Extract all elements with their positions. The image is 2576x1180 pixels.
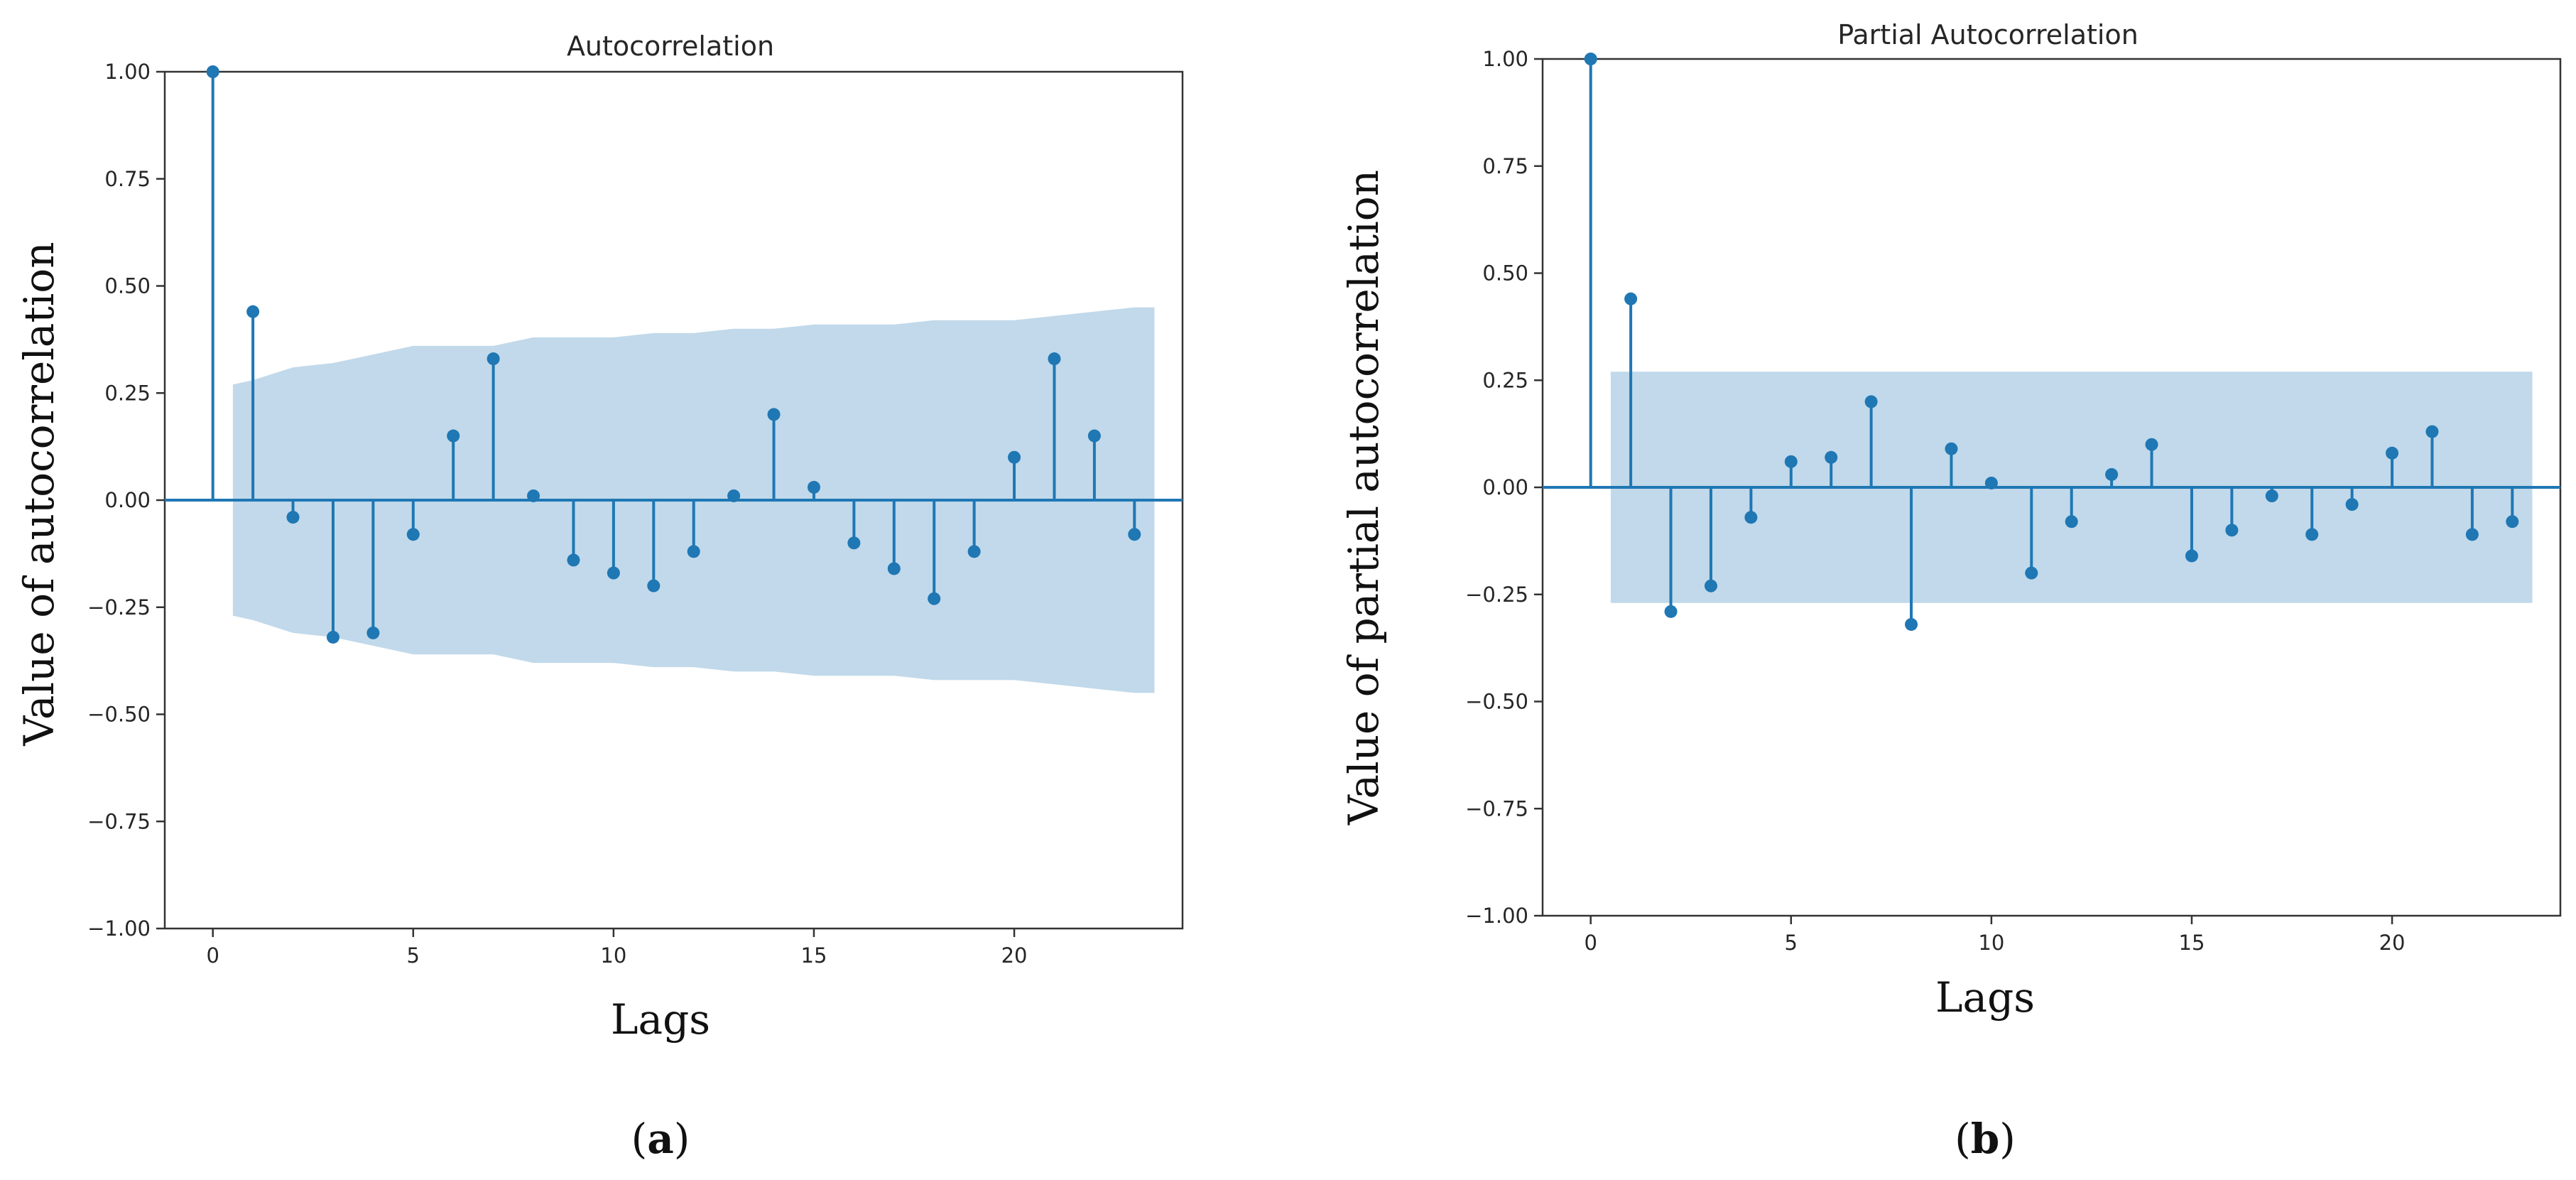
acf-marker-lag-13 xyxy=(727,489,741,502)
acf-marker-lag-2 xyxy=(286,511,300,524)
acf-marker-lag-1 xyxy=(246,305,260,318)
pacf-y-tick-label: 0.50 xyxy=(1482,261,1528,286)
acf-panel-letter: a xyxy=(647,1115,674,1163)
acf-marker-lag-20 xyxy=(1008,450,1021,464)
acf-marker-lag-18 xyxy=(928,592,941,605)
acf-x-tick-label: 15 xyxy=(801,943,827,968)
pacf-marker-lag-22 xyxy=(2465,528,2479,541)
acf-marker-lag-7 xyxy=(487,352,500,366)
pacf-marker-lag-19 xyxy=(2345,498,2359,511)
pacf-y-tick-label: 0.75 xyxy=(1482,154,1528,178)
acf-panel-label: (a) xyxy=(631,1115,690,1163)
acf-marker-lag-10 xyxy=(607,566,620,580)
acf-marker-lag-19 xyxy=(967,545,981,558)
acf-marker-lag-14 xyxy=(767,408,781,421)
acf-x-tick-label: 20 xyxy=(1001,943,1028,968)
acf-y-tick-label: 0.50 xyxy=(104,274,151,298)
pacf-panel-letter: b xyxy=(1971,1115,2000,1163)
pacf-marker-lag-2 xyxy=(1664,605,1678,618)
acf-x-tick-label: 5 xyxy=(407,943,420,968)
acf-marker-lag-6 xyxy=(447,429,460,443)
pacf-marker-lag-7 xyxy=(1864,395,1878,408)
pacf-y-tick-label: −1.00 xyxy=(1465,904,1528,928)
pacf-x-tick-label: 20 xyxy=(2379,931,2406,955)
acf-plot-area: 1.00 0.75 0.50 0.25 0.00 −0.25 −0.50 −0.75 −1.00… xyxy=(87,60,1184,968)
acf-marker-lag-21 xyxy=(1048,352,1061,366)
pacf-panel-label: (b) xyxy=(1955,1115,2016,1163)
pacf-x-tick-label: 5 xyxy=(1785,931,1798,955)
pacf-marker-lag-20 xyxy=(2386,446,2399,460)
pacf-marker-lag-11 xyxy=(2025,566,2038,580)
acf-x-tick-label: 10 xyxy=(600,943,626,968)
pacf-x-tick-label: 0 xyxy=(1584,931,1597,955)
pacf-marker-lag-10 xyxy=(1984,476,1998,489)
acf-marker-lag-5 xyxy=(406,528,420,541)
pacf-marker-lag-3 xyxy=(1704,579,1717,592)
acf-x-axis-label: Lags xyxy=(611,995,710,1044)
pacf-marker-lag-17 xyxy=(2265,489,2278,503)
acf-y-tick-label: −0.25 xyxy=(87,595,151,619)
pacf-marker-lag-12 xyxy=(2065,515,2078,529)
acf-marker-lag-12 xyxy=(687,545,700,558)
acf-x-tick-label: 0 xyxy=(206,943,219,968)
acf-marker-lag-8 xyxy=(527,489,540,502)
acf-marker-lag-23 xyxy=(1128,528,1141,541)
acf-y-tick-label: 0.75 xyxy=(104,167,151,191)
pacf-marker-lag-14 xyxy=(2145,438,2158,451)
acf-marker-lag-16 xyxy=(847,536,861,550)
pacf-y-tick-label: 0.25 xyxy=(1482,368,1528,392)
acf-marker-lag-9 xyxy=(567,553,580,567)
pacf-marker-lag-13 xyxy=(2105,467,2119,481)
pacf-marker-lag-0 xyxy=(1584,53,1597,65)
pacf-plot-area: 1.00 0.75 0.50 0.25 0.00 −0.25 −0.50 −0.75 −1.00… xyxy=(1465,47,2562,955)
acf-chart-title: Autocorrelation xyxy=(567,31,774,62)
pacf-y-tick-label: 1.00 xyxy=(1482,47,1528,71)
acf-y-tick-label: 0.00 xyxy=(104,488,151,512)
pacf-y-tick-label: −0.75 xyxy=(1465,796,1528,821)
pacf-y-axis-label: Value of partial autocorrelation xyxy=(1339,170,1388,826)
acf-marker-lag-11 xyxy=(647,579,661,592)
pacf-x-tick-label: 15 xyxy=(2179,931,2205,955)
pacf-marker-lag-23 xyxy=(2506,515,2519,529)
pacf-x-axis-label: Lags xyxy=(1935,973,2035,1022)
acf-chart: Autocorrelation 1.00 0.75 0.50 0.25 0.00 −0.2… xyxy=(15,31,1184,1163)
pacf-marker-lag-9 xyxy=(1945,442,1958,455)
acf-y-tick-label: −1.00 xyxy=(87,916,151,941)
pacf-marker-lag-6 xyxy=(1825,450,1838,464)
pacf-marker-lag-8 xyxy=(1905,617,1918,631)
acf-marker-lag-4 xyxy=(366,626,380,639)
acf-y-tick-label: −0.50 xyxy=(87,703,151,727)
acf-y-tick-label: −0.75 xyxy=(87,809,151,833)
pacf-y-tick-label: −0.25 xyxy=(1465,583,1528,607)
pacf-chart-title: Partial Autocorrelation xyxy=(1837,19,2138,50)
acf-y-axis-label: Value of autocorrelation xyxy=(15,242,63,746)
pacf-marker-lag-5 xyxy=(1784,455,1798,468)
pacf-marker-lag-16 xyxy=(2225,524,2239,537)
pacf-chart: Partial Autocorrelation 1.00 0.75 0.50 0.25… xyxy=(1339,19,2562,1163)
pacf-x-tick-label: 10 xyxy=(1978,931,2004,955)
pacf-y-tick-label: −0.50 xyxy=(1465,690,1528,714)
acf-marker-lag-22 xyxy=(1087,429,1101,443)
pacf-marker-lag-21 xyxy=(2425,425,2439,438)
pacf-marker-lag-15 xyxy=(2185,549,2198,563)
pacf-y-tick-label: 0.00 xyxy=(1482,475,1528,499)
acf-marker-lag-0 xyxy=(206,65,219,78)
acf-y-tick-label: 1.00 xyxy=(104,60,151,84)
pacf-marker-lag-4 xyxy=(1744,511,1758,524)
acf-marker-lag-15 xyxy=(807,480,820,494)
pacf-marker-lag-18 xyxy=(2305,528,2319,541)
acf-marker-lag-3 xyxy=(326,630,339,644)
acf-marker-lag-17 xyxy=(887,562,901,575)
acf-y-tick-label: 0.25 xyxy=(104,381,151,405)
pacf-marker-lag-1 xyxy=(1624,292,1638,305)
